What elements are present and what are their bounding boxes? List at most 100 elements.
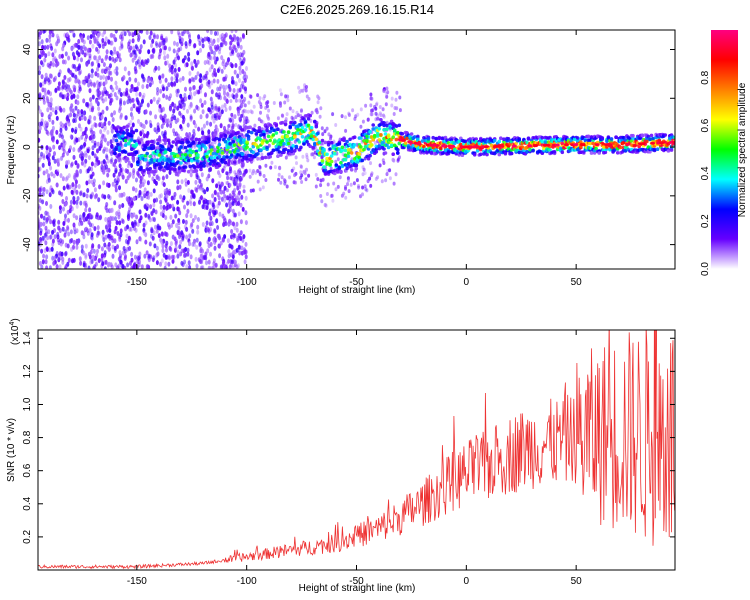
spectrogram-cell: [385, 172, 389, 177]
spectrogram-cell: [528, 147, 532, 152]
spectrogram-cell: [55, 115, 59, 121]
spectrogram-cell: [242, 34, 245, 40]
spectrogram-cell: [233, 259, 237, 265]
spectrogram-cell: [648, 137, 652, 142]
spectrogram-cell: [299, 170, 303, 175]
spectrogram-cell: [156, 141, 160, 146]
spectrogram-cell: [170, 223, 174, 228]
spectrogram-cell: [199, 164, 203, 169]
spectrogram-cell: [88, 55, 92, 61]
spectrogram-cell: [436, 150, 440, 154]
spectrogram-cell: [117, 148, 122, 153]
spectrogram-cell: [48, 33, 52, 39]
spectrogram-cell: [228, 196, 232, 202]
spectrogram-cell: [93, 55, 97, 61]
spectrogram-cell: [609, 137, 614, 141]
spectrogram-cell: [154, 180, 158, 186]
spectrogram-cell: [234, 122, 238, 127]
spectrogram-cell: [396, 158, 400, 163]
spectrogram-cell: [79, 126, 83, 132]
spectrogram-cell: [135, 214, 139, 220]
spectrogram-cell: [73, 187, 77, 193]
spectrogram-cell: [206, 30, 210, 34]
spectrogram-cell: [152, 188, 156, 194]
spectrogram-cell: [110, 125, 114, 131]
spectrogram-cell: [349, 182, 353, 187]
spectrogram-cell: [179, 251, 183, 257]
spectrogram-cell: [116, 125, 120, 129]
spectrogram-cell: [43, 57, 47, 63]
spectrogram-cell: [234, 30, 238, 34]
spectrogram-cell: [294, 180, 297, 185]
spectrogram-cell: [172, 128, 176, 134]
spectrogram-cell: [223, 194, 227, 199]
spectrogram-cell: [105, 105, 109, 111]
spectrogram-cell: [241, 164, 245, 169]
spectrogram-cell: [237, 201, 241, 206]
spectrogram-cell: [212, 145, 216, 151]
spectrogram-cell: [382, 113, 385, 118]
spectrogram-cell: [154, 163, 159, 167]
spectrogram-cell: [83, 110, 87, 116]
spectrogram-cell: [223, 197, 226, 203]
spectrogram-cell: [78, 153, 82, 159]
spectrogram-cell: [176, 179, 180, 185]
spectrogram-cell: [139, 166, 143, 171]
spectrogram-cell: [262, 130, 266, 134]
spectrogram-cell: [65, 32, 69, 38]
spectrogram-cell: [329, 136, 332, 141]
spectrogram-cell: [70, 206, 74, 212]
spectrogram-cell: [213, 155, 217, 160]
spectrogram-cell: [107, 246, 111, 252]
spectrogram-cell: [231, 50, 235, 56]
spectrogram-cell: [456, 150, 460, 154]
spectrogram-cell: [230, 30, 234, 34]
spectrogram-cell: [158, 41, 162, 47]
spectrogram-cell: [221, 260, 225, 266]
spectrogram-cell: [74, 160, 78, 166]
spectrogram-cell: [83, 130, 87, 136]
spectrogram-cell: [75, 169, 79, 175]
spectrogram-cell: [232, 79, 236, 85]
spectrogram-cell: [185, 264, 189, 269]
spectrogram-cell: [177, 206, 181, 212]
spectrogram-cell: [70, 238, 74, 243]
spectrogram-cell: [196, 164, 200, 169]
spectrogram-cell: [49, 91, 52, 97]
spectrogram-cell: [44, 240, 48, 246]
spectrogram-cell: [300, 108, 303, 113]
spectrogram-cell: [217, 115, 221, 120]
spectrogram-cell: [179, 239, 183, 245]
spectrogram-cell: [52, 62, 55, 68]
spectrogram-cell: [215, 183, 219, 189]
spectrogram-cell: [254, 170, 258, 175]
spectrogram-cell: [144, 232, 148, 238]
spectrogram-cell: [80, 230, 84, 236]
spectrogram-cell: [102, 165, 106, 171]
spectrogram-cell: [283, 181, 287, 186]
spectrogram-cell: [175, 92, 179, 98]
spectrogram-cell: [303, 128, 308, 132]
spectrogram-cell: [205, 260, 208, 266]
spectrogram-cell: [90, 138, 94, 144]
spectrogram-cell: [196, 229, 200, 235]
spectrogram-cell: [78, 221, 82, 227]
spectrogram-cell: [142, 77, 146, 82]
spectrogram-cell: [40, 112, 44, 118]
spectrogram-cell: [38, 125, 42, 131]
spectrogram-cell: [38, 41, 41, 47]
spectrogram-cell: [126, 163, 130, 169]
spectrogram-cell: [75, 244, 79, 250]
spectrogram-cell: [184, 41, 188, 47]
spectrogram-cell: [44, 210, 48, 216]
spectrogram-cell: [179, 93, 183, 99]
spectrogram-cell: [374, 176, 378, 181]
spectrogram-cell: [95, 98, 99, 104]
spectrogram-cell: [124, 115, 128, 121]
spectrogram-cell: [238, 250, 242, 256]
spectrogram-cell: [218, 186, 222, 191]
spectrogram-cell: [162, 40, 166, 46]
spectrogram-cell: [191, 140, 196, 145]
spectrogram-cell: [137, 35, 141, 40]
spectrogram-cell: [245, 116, 249, 121]
